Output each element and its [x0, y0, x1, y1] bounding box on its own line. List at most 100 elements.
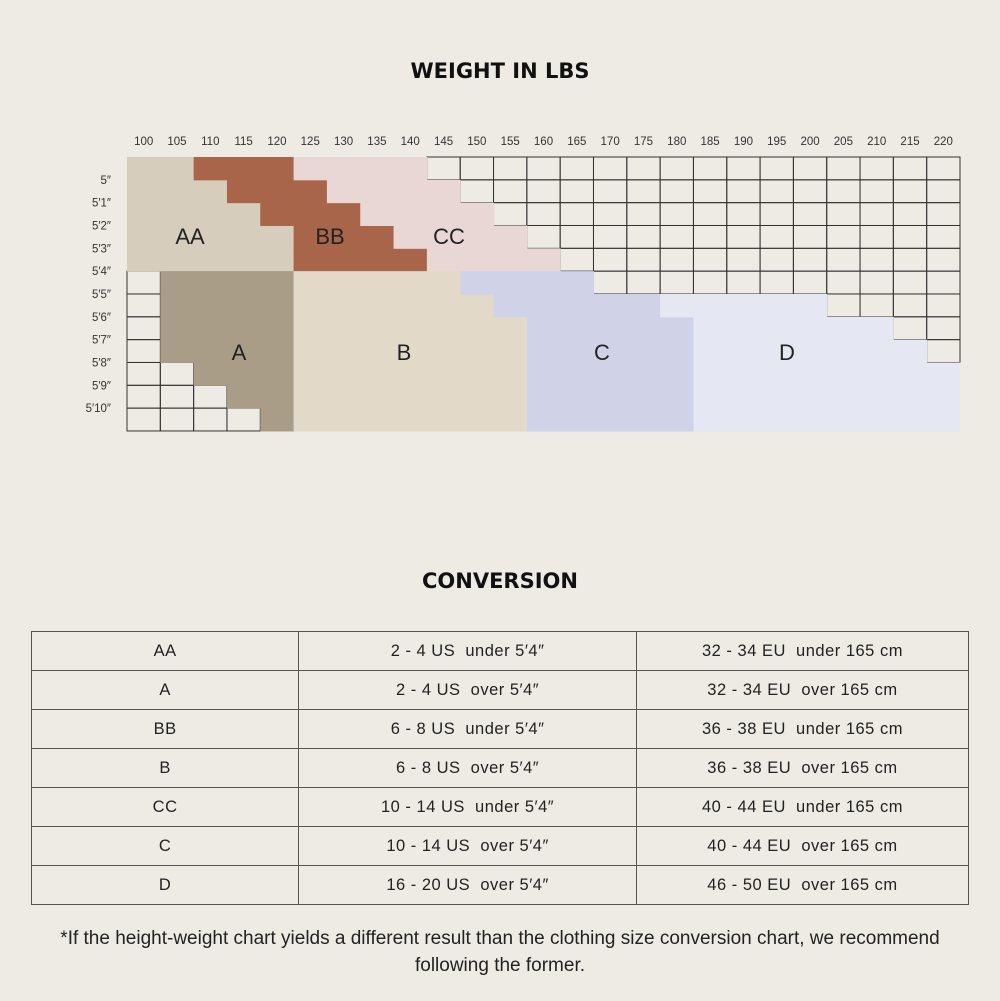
grid-cell: [126, 361, 161, 386]
grid-cell: [592, 224, 628, 249]
weight-label: 115: [234, 136, 252, 148]
zone-label: D: [779, 340, 795, 365]
zone-cell: [260, 408, 295, 432]
grid-cell: [559, 224, 594, 249]
grid-cell: [892, 224, 928, 249]
grid-cell: [892, 179, 928, 204]
zone-cell: [160, 271, 295, 295]
footnote: *If the height-weight chart yields a dif…: [60, 928, 940, 976]
weight-label: 190: [734, 136, 753, 148]
grid-cell: [826, 224, 861, 249]
grid-cell: [459, 156, 495, 181]
grid-cell: [126, 270, 161, 295]
grid-cell: [193, 384, 228, 409]
grid-cell: [626, 270, 661, 295]
grid-cell: [659, 224, 694, 249]
grid-cell: [926, 293, 961, 318]
grid-cell: [792, 224, 828, 249]
zone-cell: [293, 408, 528, 432]
table-row: AA 2 - 4 US under 5′4″ 32 - 34 EU under 16…: [30, 631, 970, 671]
table-row: CC 10 - 14 US under 5′4″ 40 - 44 EU under …: [30, 787, 970, 827]
height-label: 5′9″: [92, 380, 111, 392]
zone-cell: [293, 339, 528, 363]
size-chart: WEIGHT IN LBS CONVERSION AA BB CC A B C D 100 10…: [86, 59, 961, 593]
zone-cell: [693, 385, 961, 409]
grid-cell: [726, 247, 761, 272]
zone-cell: [493, 293, 661, 318]
weight-label: 135: [367, 136, 386, 148]
grid-cell: [126, 293, 161, 318]
table-cell: C: [30, 826, 300, 866]
grid-cell: [659, 156, 694, 181]
grid-cell: [559, 156, 594, 181]
table-cell: 40 - 44 EU under 165 cm: [635, 787, 970, 827]
weight-label: 180: [667, 136, 686, 148]
table-cell: 36 - 38 EU over 165 cm: [635, 748, 970, 788]
chart-title: WEIGHT IN LBS: [411, 59, 590, 83]
grid-cell: [926, 202, 961, 226]
zone-cell: [526, 362, 694, 386]
grid-cell: [526, 179, 561, 204]
table-cell: D: [30, 865, 300, 905]
weight-label: 145: [434, 136, 453, 148]
height-label: 5′7″: [92, 335, 111, 347]
grid-cell: [726, 224, 761, 249]
zone-cell: [693, 408, 961, 432]
zone-cell: [660, 293, 828, 318]
table-row: D 16 - 20 US over 5′4″ 46 - 50 EU over 165…: [30, 865, 970, 905]
grid-cell: [792, 202, 828, 226]
weight-label: 140: [401, 136, 420, 148]
grid-cell: [592, 202, 628, 226]
table-cell: 2 - 4 US under 5′4″: [298, 631, 637, 671]
height-label: 5′1″: [92, 198, 111, 210]
zone-cell: [526, 385, 694, 409]
grid-cell: [159, 384, 195, 409]
zone-label: C: [594, 340, 610, 365]
grid-cell: [726, 179, 761, 204]
grid-cell: [226, 407, 261, 432]
table-cell: 36 - 38 EU under 165 cm: [635, 709, 970, 749]
grid-cell: [926, 270, 961, 295]
table-cell: 32 - 34 EU under 165 cm: [635, 631, 970, 671]
height-label: 5′8″: [92, 357, 111, 369]
weight-label: 125: [301, 136, 320, 148]
height-label: 5′6″: [92, 312, 111, 324]
zone-cell: [193, 362, 295, 386]
grid-cell: [826, 202, 861, 226]
zone-cell: [260, 202, 361, 226]
table-row: BB 6 - 8 US under 5′4″ 36 - 38 EU under 16…: [30, 709, 970, 749]
grid-cell: [592, 156, 628, 181]
table-cell: A: [30, 670, 300, 710]
grid-cell: [692, 202, 728, 226]
weight-label: 120: [267, 136, 286, 148]
zone-cell: [127, 179, 228, 204]
grid-cell: [826, 270, 861, 295]
table-cell: 10 - 14 US over 5′4″: [298, 826, 637, 866]
grid-cell: [892, 156, 928, 181]
grid-cell: [792, 179, 828, 204]
zone-cell: [293, 248, 428, 272]
grid-cell: [892, 270, 928, 295]
grid-cell: [826, 293, 861, 318]
grid-cell: [826, 179, 861, 204]
zone-cell: [293, 385, 528, 409]
table-cell: BB: [30, 709, 300, 749]
weight-label: 130: [334, 136, 353, 148]
zone-cell: [160, 316, 295, 341]
table-cell: 46 - 50 EU over 165 cm: [635, 865, 970, 905]
zone-cell: [360, 202, 495, 226]
height-label: 5′4″: [92, 266, 111, 278]
height-label: 5′10″: [86, 403, 111, 415]
zone-cell: [127, 202, 261, 226]
zone-cell: [693, 316, 894, 341]
grid-cell: [926, 224, 961, 249]
table-cell: 6 - 8 US under 5′4″: [298, 709, 637, 749]
weight-label: 200: [800, 136, 819, 148]
table-cell: 10 - 14 US under 5′4″: [298, 787, 637, 827]
grid-cell: [559, 179, 594, 204]
grid-cell: [592, 179, 628, 204]
zone-label: AA: [175, 224, 205, 249]
grid-cell: [926, 316, 961, 341]
